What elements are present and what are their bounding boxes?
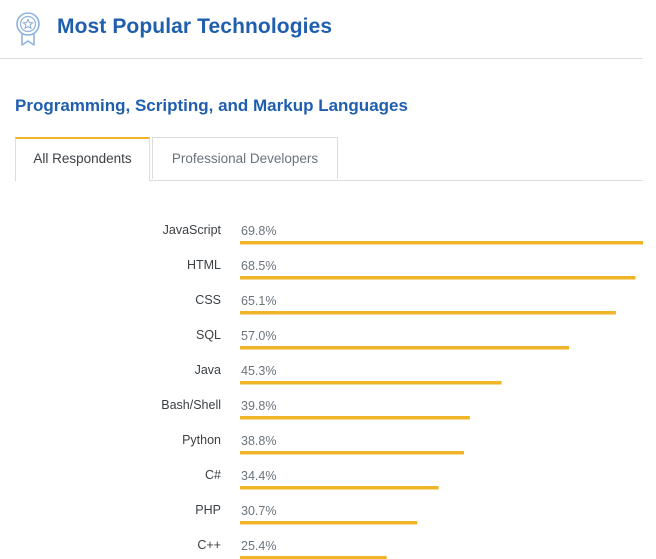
category-label: C# [205,468,221,482]
value-label: 69.8% [241,224,276,238]
value-label: 34.4% [241,469,276,483]
category-label: JavaScript [163,223,222,237]
page-header: Most Popular Technologies [0,0,643,59]
value-label: 57.0% [241,329,276,343]
category-label: HTML [187,258,221,272]
value-label: 65.1% [241,294,276,308]
tab-professional-developers[interactable]: Professional Developers [152,137,338,179]
value-label: 30.7% [241,504,276,518]
bar [240,346,570,350]
category-label: Java [195,363,221,377]
category-label: C++ [197,538,221,552]
tab-all-respondents[interactable]: All Respondents [15,137,150,181]
bar [240,451,464,455]
bar [240,416,470,420]
value-label: 25.4% [241,539,276,553]
value-label: 38.8% [241,434,276,448]
bar [240,556,387,559]
bar [240,241,643,245]
award-ribbon-icon [16,12,40,46]
value-label: 45.3% [241,364,276,378]
respondent-tabs: All Respondents Professional Developers [15,137,643,181]
section-title: Programming, Scripting, and Markup Langu… [15,96,408,115]
value-label: 68.5% [241,259,276,273]
category-label: Python [182,433,221,447]
category-label: Bash/Shell [161,398,221,412]
category-label: CSS [195,293,221,307]
category-label: PHP [195,503,221,517]
bar [240,311,616,315]
bar [240,276,636,280]
bar [240,521,418,525]
bar [240,381,502,385]
value-label: 39.8% [241,399,276,413]
category-label: SQL [196,328,221,342]
bar [240,486,439,490]
page-title: Most Popular Technologies [57,15,333,38]
